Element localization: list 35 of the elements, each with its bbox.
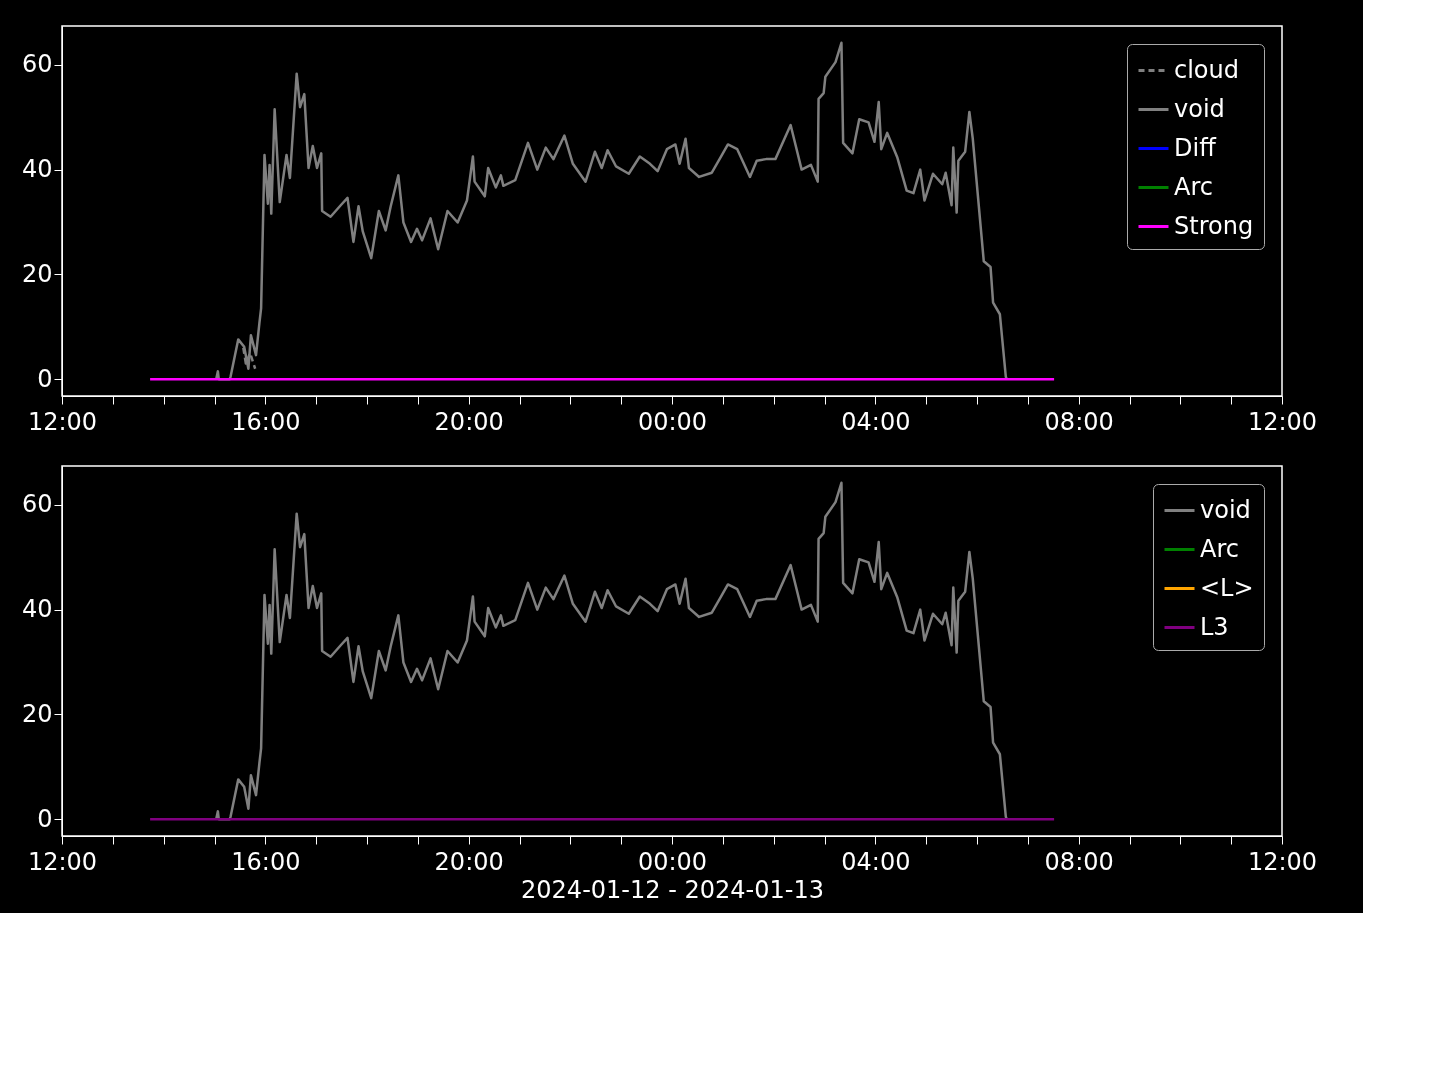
legend-label: L3: [1200, 612, 1229, 641]
x-tick-label: 08:00: [1044, 407, 1114, 436]
y-tick-label: 20: [21, 259, 53, 288]
y-tick-label: 0: [37, 804, 53, 833]
y-tick-label: 40: [21, 595, 53, 624]
x-tick-label: 16:00: [231, 407, 301, 436]
line-series: [214, 481, 1008, 821]
x-tick-label: 16:00: [231, 847, 301, 876]
legend-label: void: [1174, 94, 1225, 123]
x-tick-label: 12:00: [27, 407, 98, 436]
x-tick-label: 12:00: [1247, 407, 1318, 436]
x-tick-label: 12:00: [27, 847, 98, 876]
legend-label: <L>: [1200, 573, 1254, 602]
legend-label: Arc: [1174, 172, 1213, 201]
x-tick-label: 04:00: [841, 847, 911, 876]
legend-label: Diff: [1174, 133, 1217, 162]
x-tick-label: 08:00: [1044, 847, 1114, 876]
y-tick-label: 60: [21, 50, 53, 79]
y-tick-label: 60: [21, 490, 53, 519]
y-tick-label: 20: [21, 699, 53, 728]
x-tick-label: 20:00: [434, 847, 504, 876]
y-tick-label: 0: [37, 364, 53, 393]
x-tick-label: 00:00: [637, 407, 708, 436]
legend-label: cloud: [1174, 55, 1239, 84]
x-tick-label: 04:00: [841, 407, 911, 436]
x-tick-label: 00:00: [637, 847, 708, 876]
legend-label: Strong: [1174, 211, 1254, 240]
legend-label: void: [1200, 495, 1251, 524]
x-tick-label: 12:00: [1247, 847, 1318, 876]
x-tick-label: 20:00: [434, 407, 504, 436]
legend-label: Arc: [1200, 534, 1239, 563]
y-tick-label: 40: [21, 155, 53, 184]
x-axis-title: 2024-01-12 - 2024-01-13: [521, 875, 824, 904]
line-series: [214, 41, 1008, 381]
line-series: [242, 346, 257, 370]
